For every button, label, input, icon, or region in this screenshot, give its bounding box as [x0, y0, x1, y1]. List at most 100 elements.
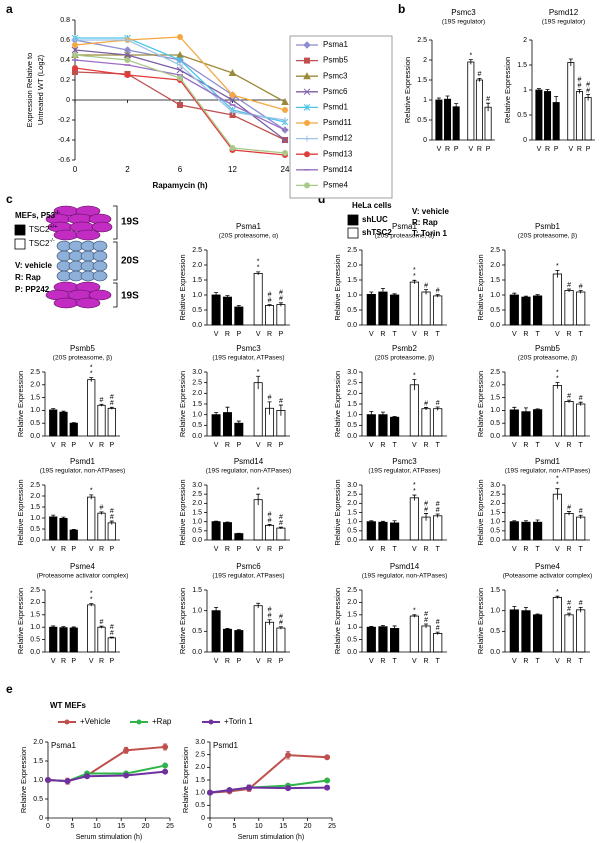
chart-title: Psma1 — [51, 741, 76, 750]
chart-subtitle: (20S proteasome, α) — [219, 233, 278, 240]
bar — [87, 379, 96, 437]
error-bar — [555, 488, 560, 500]
x-tick-label: R — [567, 658, 572, 665]
significance-mark: # — [567, 393, 571, 400]
bar — [533, 409, 543, 437]
x-tick-label: V — [369, 546, 374, 553]
bar — [378, 521, 388, 541]
bar — [433, 515, 443, 541]
legend-swatch — [14, 238, 26, 250]
error-bar — [578, 606, 583, 613]
error-bar — [454, 103, 459, 110]
significance-mark: * — [413, 488, 416, 495]
x-tick-label: P — [109, 442, 114, 449]
x-tick-label: P — [279, 658, 284, 665]
error-bar — [512, 606, 517, 614]
error-bar — [267, 524, 272, 527]
point — [45, 777, 51, 783]
x-tick-label: R — [267, 442, 272, 449]
error-bar — [256, 271, 261, 275]
chart-subtitle: (19S regulator, non-ATPases) — [206, 468, 292, 475]
significance-mark: # — [110, 394, 114, 401]
x-tick-label: R — [61, 658, 66, 665]
error-bar — [412, 494, 417, 501]
error-bar — [412, 279, 417, 284]
y-tick-label: 0.5 — [192, 307, 202, 314]
x-tick-label: 0 — [46, 823, 50, 830]
y-axis-label: Relative Expression — [403, 57, 412, 123]
chart-subtitle: (19S regulator, ATPases) — [212, 355, 284, 362]
x-tick-label: P — [71, 546, 76, 553]
text-part: MEFs, P53 — [15, 211, 56, 220]
error-bar — [577, 89, 582, 94]
bar — [107, 522, 116, 541]
panel-label: e — [6, 682, 13, 696]
bar — [49, 516, 58, 541]
significance-mark: # — [586, 87, 590, 94]
diagram-brackets — [113, 205, 118, 308]
significance-mark: # — [579, 283, 583, 290]
y-tick-label: 1.5 — [490, 509, 500, 516]
x-tick-label: 24 — [281, 165, 290, 174]
significance-mark: * — [90, 364, 93, 371]
error-bar — [214, 520, 219, 523]
point — [84, 773, 91, 780]
significance-mark: # — [436, 400, 440, 407]
significance-mark: # — [436, 625, 440, 632]
error-bar — [278, 302, 283, 307]
significance-mark: * — [413, 267, 416, 274]
bar — [265, 524, 275, 541]
error-bar — [225, 628, 230, 631]
x-tick-label: V — [256, 546, 261, 553]
y-tick-label: 2.0 — [30, 382, 40, 389]
x-tick-label: R — [380, 331, 385, 338]
y-tick-label: 1.0 — [490, 292, 500, 299]
bar — [390, 522, 400, 541]
y-tick-label: 2.0 — [192, 390, 202, 397]
error-bar — [436, 97, 441, 102]
error-bar — [567, 288, 572, 292]
error-bar — [225, 295, 230, 299]
bar — [535, 89, 543, 141]
significance-mark: * — [556, 476, 559, 483]
y-tick-label: 0.5 — [517, 112, 527, 119]
x-tick-label: V — [51, 442, 56, 449]
significance-mark: * — [556, 263, 559, 270]
y-axis-label: Relative Expression — [19, 747, 28, 813]
x-tick-label: V — [369, 658, 374, 665]
y-tick-label: 1.5 — [347, 509, 357, 516]
point — [207, 789, 213, 796]
x-tick-label: R — [267, 546, 272, 553]
point — [229, 109, 236, 115]
error-bar — [567, 399, 572, 403]
significance-mark: # — [586, 81, 590, 88]
y-tick-label: 1.5 — [33, 758, 43, 765]
chart-title: Psmd1 — [70, 457, 95, 466]
y-tick-label: 1.5 — [517, 62, 527, 69]
x-tick-label: R — [523, 331, 528, 338]
y-axis-label: Relative Expression — [16, 479, 25, 545]
bar — [544, 91, 552, 141]
error-bar — [51, 625, 56, 629]
error-bar — [435, 294, 440, 298]
significance-mark: # — [486, 96, 490, 103]
significance-mark: # — [110, 624, 114, 631]
y-tick-label: 0.5 — [192, 422, 202, 429]
point — [285, 785, 292, 792]
y-tick-label: 2.5 — [490, 247, 500, 254]
chart-title: Psmc3 — [236, 344, 261, 353]
significance-mark: # — [268, 511, 272, 518]
chart-subtitle: (20S proteasome, β) — [518, 233, 577, 240]
y-axis-label: Relative Expression — [178, 254, 187, 320]
point — [246, 784, 253, 791]
bar — [552, 385, 562, 437]
y-tick-label: 2.5 — [490, 369, 500, 376]
x-tick-label: R — [267, 331, 272, 338]
proteasome-diagram — [45, 205, 113, 309]
legend-marker — [208, 719, 214, 725]
y-tick-label: 2.5 — [490, 491, 500, 498]
error-bar — [214, 292, 219, 298]
y-tick-label: 2.0 — [347, 500, 357, 507]
error-bar — [278, 526, 283, 529]
y-tick-label: 0.0 — [30, 649, 40, 656]
